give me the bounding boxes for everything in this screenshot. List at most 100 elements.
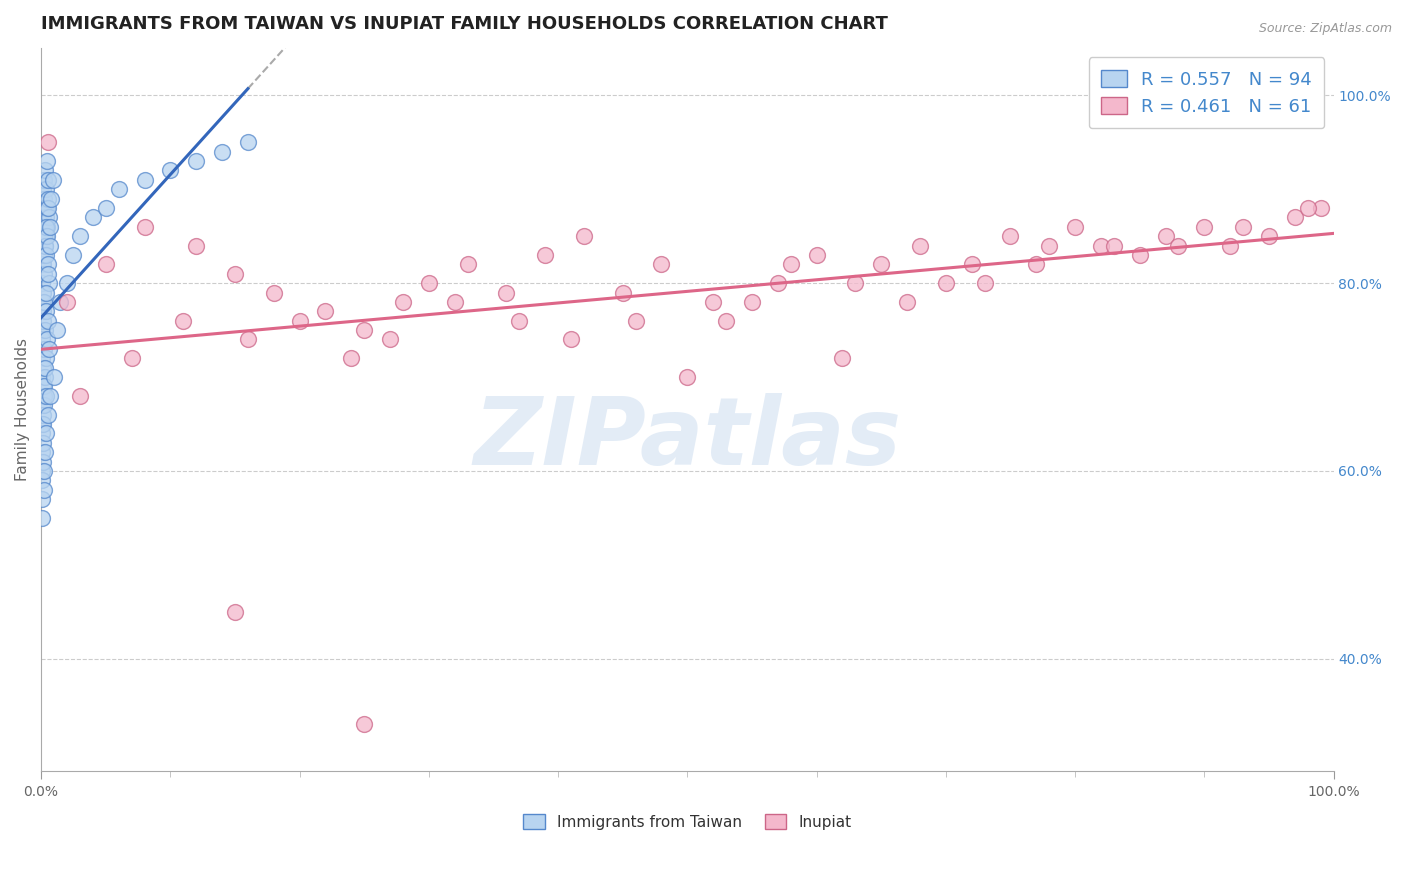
Point xyxy=(186,154,208,169)
Point xyxy=(1025,257,1047,271)
Point xyxy=(702,294,724,309)
Point xyxy=(32,417,55,431)
Point xyxy=(495,285,517,300)
Point xyxy=(288,314,311,328)
Point xyxy=(31,257,53,271)
Point xyxy=(31,426,53,441)
Point xyxy=(134,173,156,187)
Point xyxy=(443,294,465,309)
Text: ZIPatlas: ZIPatlas xyxy=(474,392,901,485)
Point xyxy=(32,360,55,375)
Point xyxy=(34,389,56,403)
Point xyxy=(186,238,208,252)
Point xyxy=(32,389,55,403)
Point xyxy=(224,605,246,619)
Point xyxy=(41,192,63,206)
Point xyxy=(37,136,59,150)
Point xyxy=(34,163,56,178)
Point xyxy=(32,294,55,309)
Point xyxy=(34,379,56,393)
Point xyxy=(714,314,737,328)
Point xyxy=(31,398,53,412)
Point xyxy=(1090,238,1112,252)
Point xyxy=(1000,229,1022,244)
Point xyxy=(38,211,60,225)
Point xyxy=(37,219,59,234)
Point xyxy=(32,211,55,225)
Point xyxy=(34,323,56,337)
Point xyxy=(908,238,931,252)
Point xyxy=(1038,238,1060,252)
Point xyxy=(870,257,893,271)
Point xyxy=(1064,219,1087,234)
Point xyxy=(1129,248,1152,262)
Point xyxy=(34,360,56,375)
Point xyxy=(31,257,53,271)
Point xyxy=(34,464,56,478)
Point xyxy=(32,229,55,244)
Point xyxy=(35,154,58,169)
Point xyxy=(31,294,53,309)
Point xyxy=(32,435,55,450)
Point xyxy=(35,426,58,441)
Point xyxy=(935,276,957,290)
Point xyxy=(1219,238,1241,252)
Point xyxy=(159,163,181,178)
Point xyxy=(624,314,647,328)
Text: IMMIGRANTS FROM TAIWAN VS INUPIAT FAMILY HOUSEHOLDS CORRELATION CHART: IMMIGRANTS FROM TAIWAN VS INUPIAT FAMILY… xyxy=(41,15,889,33)
Point xyxy=(1102,238,1125,252)
Point xyxy=(37,408,59,422)
Point xyxy=(1284,211,1306,225)
Point xyxy=(34,370,56,384)
Point xyxy=(572,229,595,244)
Point xyxy=(353,323,375,337)
Point xyxy=(94,201,117,215)
Point xyxy=(42,370,65,384)
Point xyxy=(69,229,91,244)
Point xyxy=(35,229,58,244)
Point xyxy=(844,276,866,290)
Point xyxy=(340,351,363,366)
Point xyxy=(741,294,763,309)
Point xyxy=(56,294,79,309)
Point xyxy=(37,201,59,215)
Y-axis label: Family Households: Family Households xyxy=(15,338,30,482)
Point xyxy=(560,333,582,347)
Point xyxy=(508,314,530,328)
Point xyxy=(31,445,53,459)
Point xyxy=(34,342,56,356)
Point xyxy=(62,248,84,262)
Point xyxy=(32,454,55,468)
Point xyxy=(1309,201,1331,215)
Point xyxy=(314,304,336,318)
Point xyxy=(34,267,56,281)
Point xyxy=(676,370,699,384)
Point xyxy=(107,182,129,196)
Point xyxy=(34,229,56,244)
Point xyxy=(534,248,557,262)
Point xyxy=(37,173,59,187)
Point xyxy=(31,201,53,215)
Point xyxy=(34,219,56,234)
Point xyxy=(45,323,67,337)
Point xyxy=(457,257,479,271)
Point xyxy=(224,267,246,281)
Point xyxy=(32,192,55,206)
Point xyxy=(31,333,53,347)
Point xyxy=(35,333,58,347)
Point xyxy=(35,211,58,225)
Point xyxy=(39,219,62,234)
Legend: Immigrants from Taiwan, Inupiat: Immigrants from Taiwan, Inupiat xyxy=(517,808,858,836)
Point xyxy=(31,464,53,478)
Point xyxy=(32,182,55,196)
Point xyxy=(121,351,143,366)
Point xyxy=(263,285,285,300)
Point xyxy=(392,294,415,309)
Point xyxy=(35,201,58,215)
Point xyxy=(35,285,58,300)
Point xyxy=(418,276,440,290)
Point xyxy=(34,219,56,234)
Point xyxy=(831,351,853,366)
Point xyxy=(806,248,828,262)
Point xyxy=(38,238,60,252)
